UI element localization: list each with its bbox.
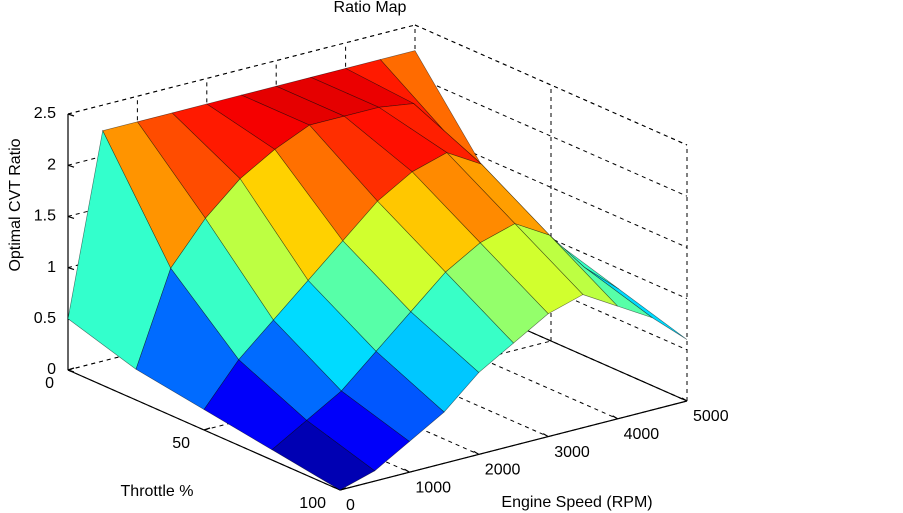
grid-line: [414, 75, 688, 197]
z-tick: [67, 164, 75, 168]
x-tick: [681, 397, 688, 402]
x-tick-label: 1000: [415, 479, 451, 496]
z-tick-label: 1.5: [34, 208, 56, 225]
chart-title: Ratio Map: [334, 0, 407, 16]
y-tick: [67, 367, 75, 371]
x-tick-label: 2000: [485, 462, 521, 479]
x-tick-label: 5000: [693, 408, 729, 425]
x-tick: [542, 433, 549, 438]
surface-patch: [584, 267, 688, 340]
z-axis-label: Optimal CVT Ratio: [7, 138, 24, 271]
z-tick-label: 2: [47, 156, 56, 173]
x-tick: [404, 468, 410, 473]
x-tick-label: 4000: [624, 426, 660, 443]
x-tick: [473, 450, 480, 455]
y-tick-label: 100: [299, 495, 326, 512]
x-tick-label: 3000: [554, 444, 590, 461]
z-tick-label: 0.5: [34, 310, 56, 327]
x-axis: [339, 400, 688, 491]
z-tick: [67, 369, 75, 373]
x-axis-label: Engine Speed (RPM): [501, 494, 652, 511]
z-tick-label: 2.5: [34, 105, 56, 122]
z-tick: [67, 215, 75, 219]
y-tick-label: 0: [45, 375, 54, 392]
z-tick: [67, 267, 75, 271]
z-tick-label: 0: [47, 361, 56, 378]
y-tick-label: 50: [172, 435, 190, 452]
z-tick: [67, 113, 75, 117]
x-tick: [612, 415, 618, 420]
surface-patch: [271, 419, 376, 491]
y-axis-label: Throttle %: [121, 483, 194, 500]
z-tick-label: 1: [47, 259, 56, 276]
x-tick-label: 0: [346, 497, 355, 513]
box-edge: [67, 24, 416, 115]
y-tick: [203, 427, 211, 431]
box-edge: [414, 24, 688, 146]
